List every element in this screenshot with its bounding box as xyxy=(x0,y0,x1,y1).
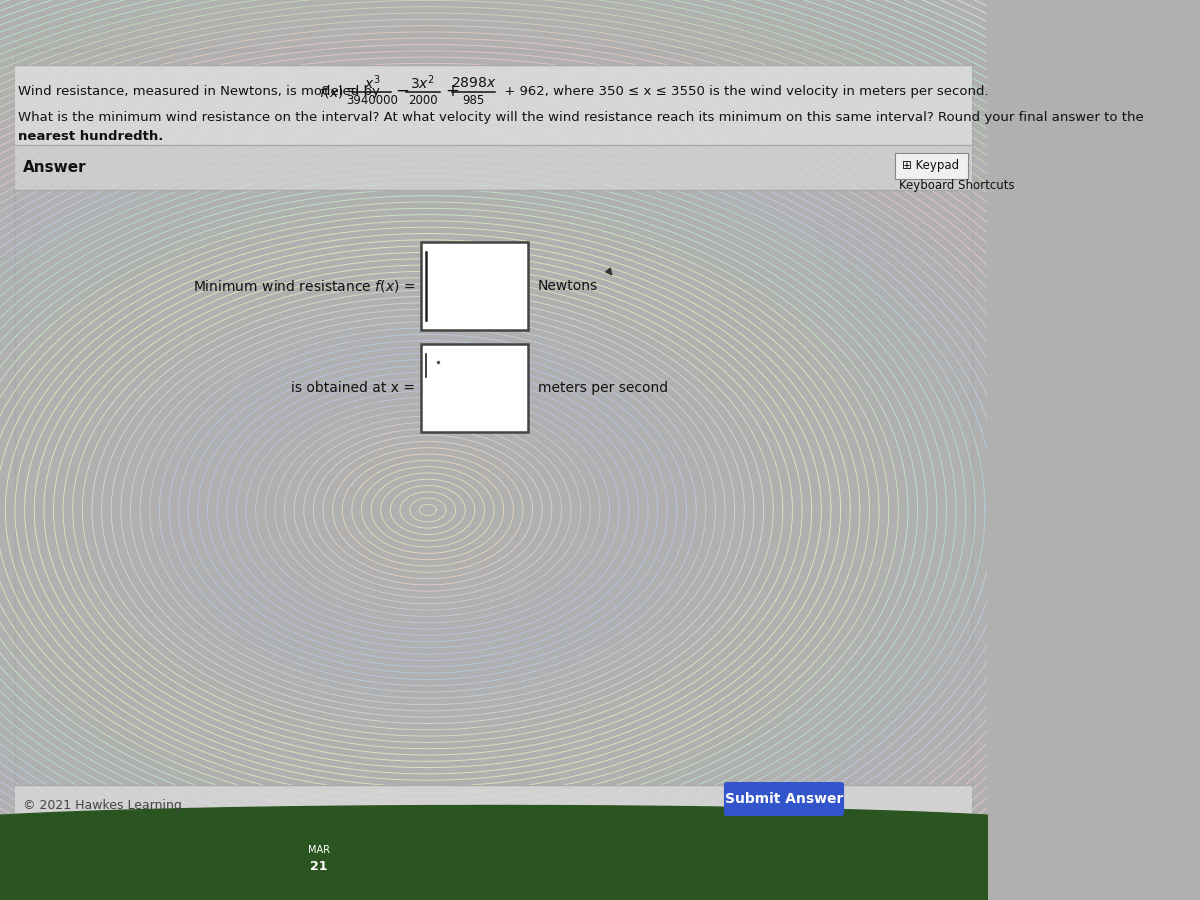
Bar xyxy=(14,145,972,190)
Text: +: + xyxy=(445,82,458,100)
Text: Submit Answer: Submit Answer xyxy=(725,792,844,806)
Text: ⊞ Keypad: ⊞ Keypad xyxy=(902,159,960,173)
Text: 3940000: 3940000 xyxy=(346,94,397,107)
Text: $3x^2$: $3x^2$ xyxy=(410,74,436,93)
Text: Wind resistance, measured in Newtons, is modeled by: Wind resistance, measured in Newtons, is… xyxy=(18,86,384,98)
Bar xyxy=(421,242,528,330)
Text: Answer: Answer xyxy=(23,160,86,176)
Text: meters per second: meters per second xyxy=(538,381,668,395)
Text: Minimum wind resistance $f(x)$ =: Minimum wind resistance $f(x)$ = xyxy=(193,278,415,294)
FancyBboxPatch shape xyxy=(724,782,844,816)
Text: 21: 21 xyxy=(311,860,328,874)
Text: $f(x)$: $f(x)$ xyxy=(319,84,344,100)
Text: 2000: 2000 xyxy=(408,94,438,107)
Text: © 2021 Hawkes Learning: © 2021 Hawkes Learning xyxy=(23,799,182,813)
Bar xyxy=(0,825,988,900)
Text: $2898x$: $2898x$ xyxy=(451,76,497,90)
Text: Newtons: Newtons xyxy=(538,279,598,293)
Bar xyxy=(14,785,972,825)
Bar xyxy=(14,50,972,825)
Text: is obtained at x =: is obtained at x = xyxy=(292,381,415,395)
Text: $x^3$: $x^3$ xyxy=(364,74,380,93)
Bar xyxy=(14,65,972,145)
Text: MAR: MAR xyxy=(308,845,330,855)
Text: + 962, where 350 ≤ x ≤ 3550 is the wind velocity in meters per second.: + 962, where 350 ≤ x ≤ 3550 is the wind … xyxy=(500,86,989,98)
Bar xyxy=(421,344,528,432)
Text: =: = xyxy=(344,85,355,99)
Text: What is the minimum wind resistance on the interval? At what velocity will the w: What is the minimum wind resistance on t… xyxy=(18,112,1144,124)
Text: Keyboard Shortcuts: Keyboard Shortcuts xyxy=(899,179,1015,193)
Text: −: − xyxy=(395,82,409,100)
Text: 985: 985 xyxy=(463,94,485,107)
Text: nearest hundredth.: nearest hundredth. xyxy=(18,130,163,142)
FancyBboxPatch shape xyxy=(895,153,968,179)
